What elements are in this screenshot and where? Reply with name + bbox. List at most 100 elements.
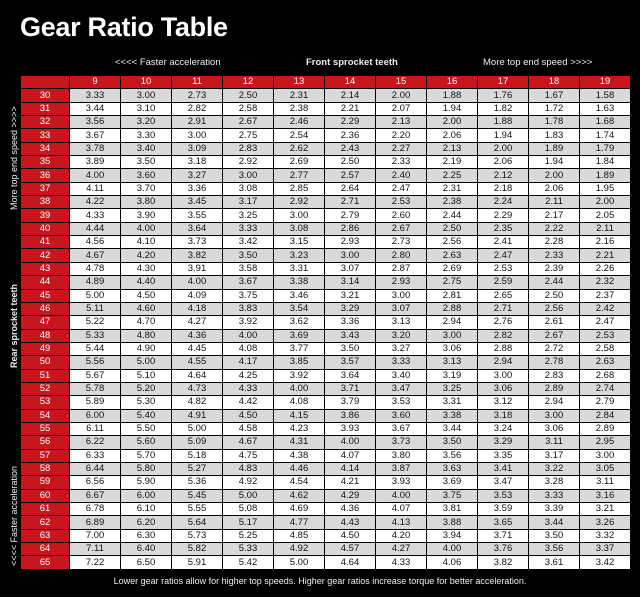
ratio-cell: 4.69	[274, 503, 324, 516]
ratio-cell: 3.67	[70, 129, 120, 142]
ratio-cell: 4.33	[376, 556, 426, 569]
ratio-cell: 5.09	[172, 436, 222, 449]
ratio-cell: 3.19	[427, 369, 477, 382]
ratio-cell: 2.94	[427, 316, 477, 329]
ratio-cell: 2.18	[478, 182, 528, 196]
ratio-cell: 3.67	[376, 422, 426, 436]
ratio-cell: 3.44	[70, 102, 120, 116]
ratio-cell: 3.39	[529, 503, 579, 516]
ratio-cell: 2.83	[223, 142, 273, 156]
ratio-cell: 1.89	[529, 142, 579, 156]
ratio-cell: 3.61	[529, 556, 579, 569]
ratio-cell: 5.11	[70, 302, 120, 316]
ratio-cell: 3.75	[427, 489, 477, 502]
table-row: 48 5.33 4.80 4.36 4.00 3.69 3.43 3.20 3.00 2.82 2.…	[21, 329, 630, 342]
ratio-cell: 3.83	[223, 302, 273, 316]
ratio-cell: 4.50	[325, 529, 375, 543]
ratio-cell: 3.73	[376, 436, 426, 449]
ratio-cell: 3.90	[121, 209, 171, 222]
ratio-cell: 4.83	[223, 462, 273, 476]
ratio-cell: 3.50	[223, 249, 273, 262]
ratio-cell: 2.56	[529, 302, 579, 316]
ratio-cell: 5.70	[121, 449, 171, 462]
table-row: 45 5.00 4.50 4.09 3.75 3.46 3.21 3.00 2.81 2.65 2.…	[21, 289, 630, 302]
page-title: Gear Ratio Table	[20, 12, 228, 42]
table-row: 39 4.33 3.90 3.55 3.25 3.00 2.79 2.60 2.44 2.29 2.…	[21, 209, 630, 222]
ratio-cell: 3.13	[376, 316, 426, 329]
ratio-cell: 2.76	[478, 316, 528, 329]
ratio-cell: 4.77	[274, 516, 324, 529]
ratio-cell: 2.16	[580, 236, 630, 249]
ratio-cell: 4.08	[223, 342, 273, 356]
ratio-cell: 3.77	[274, 342, 324, 356]
ratio-cell: 2.24	[478, 196, 528, 209]
ratio-cell: 3.69	[427, 476, 477, 489]
ratio-cell: 3.20	[376, 329, 426, 342]
ratio-cell: 5.91	[172, 556, 222, 569]
ratio-cell: 2.33	[376, 156, 426, 169]
ratio-cell: 2.92	[274, 196, 324, 209]
ratio-cell: 5.10	[121, 369, 171, 382]
ratio-cell: 3.37	[580, 543, 630, 556]
ratio-cell: 3.44	[529, 516, 579, 529]
ratio-cell: 7.22	[70, 556, 120, 569]
ratio-cell: 4.92	[223, 476, 273, 489]
table-row: 61 6.78 6.10 5.55 5.08 4.69 4.36 4.07 3.81 3.59 3.…	[21, 503, 630, 516]
ratio-cell: 3.26	[580, 516, 630, 529]
ratio-cell: 3.87	[376, 462, 426, 476]
ratio-cell: 4.54	[274, 476, 324, 489]
ratio-cell: 4.20	[376, 529, 426, 543]
table-row: 37 4.11 3.70 3.36 3.08 2.85 2.64 2.47 2.31 2.18 2.…	[21, 182, 630, 196]
ratio-cell: 4.00	[70, 169, 120, 182]
ratio-cell: 2.40	[376, 169, 426, 182]
rear-teeth-header: 63	[21, 529, 69, 543]
front-teeth-header: 17	[478, 76, 528, 89]
ratio-cell: 2.38	[274, 102, 324, 116]
ratio-cell: 3.40	[121, 142, 171, 156]
rear-teeth-header: 65	[21, 556, 69, 569]
ratio-cell: 5.27	[172, 462, 222, 476]
ratio-cell: 1.94	[478, 129, 528, 142]
table-row: 44 4.89 4.40 4.00 3.67 3.38 3.14 2.93 2.75 2.59 2.…	[21, 276, 630, 289]
ratio-cell: 4.25	[223, 369, 273, 382]
ratio-cell: 2.80	[376, 249, 426, 262]
ratio-cell: 6.30	[121, 529, 171, 543]
ratio-cell: 3.76	[478, 543, 528, 556]
ratio-cell: 6.00	[70, 409, 120, 422]
rear-teeth-header: 51	[21, 369, 69, 382]
ratio-cell: 3.85	[274, 356, 324, 369]
footer-note: Lower gear ratios allow for higher top s…	[113, 576, 527, 586]
ratio-cell: 3.18	[478, 409, 528, 422]
ratio-cell: 3.81	[427, 503, 477, 516]
ratio-cell: 3.21	[580, 503, 630, 516]
ratio-cell: 4.31	[274, 436, 324, 449]
ratio-cell: 5.55	[172, 503, 222, 516]
ratio-cell: 5.60	[121, 436, 171, 449]
ratio-cell: 2.46	[274, 116, 324, 129]
ratio-cell: 2.47	[478, 249, 528, 262]
table-row: 31 3.44 3.10 2.82 2.58 2.38 2.21 2.07 1.94 1.82 1.…	[21, 102, 630, 116]
ratio-cell: 5.33	[223, 543, 273, 556]
ratio-cell: 3.10	[121, 102, 171, 116]
table-row: 36 4.00 3.60 3.27 3.00 2.77 2.57 2.40 2.25 2.12 2.…	[21, 169, 630, 182]
table-row: 34 3.78 3.40 3.09 2.83 2.62 2.43 2.27 2.13 2.00 1.…	[21, 142, 630, 156]
ratio-cell: 2.28	[529, 236, 579, 249]
ratio-cell: 3.80	[121, 196, 171, 209]
ratio-cell: 3.11	[529, 436, 579, 449]
ratio-cell: 4.80	[121, 329, 171, 342]
rear-teeth-header: 49	[21, 342, 69, 356]
ratio-cell: 3.73	[172, 236, 222, 249]
rear-teeth-header: 38	[21, 196, 69, 209]
ratio-cell: 2.62	[274, 142, 324, 156]
ratio-cell: 3.45	[172, 196, 222, 209]
rear-teeth-header: 40	[21, 222, 69, 236]
ratio-cell: 4.60	[121, 302, 171, 316]
ratio-cell: 2.88	[478, 342, 528, 356]
rear-teeth-header: 62	[21, 516, 69, 529]
ratio-cell: 4.13	[376, 516, 426, 529]
ratio-cell: 2.81	[427, 289, 477, 302]
ratio-cell: 2.85	[274, 182, 324, 196]
ratio-cell: 4.27	[172, 316, 222, 329]
ratio-cell: 2.63	[580, 356, 630, 369]
table-row: 30 3.33 3.00 2.73 2.50 2.31 2.14 2.00 1.88 1.76 1.…	[21, 89, 630, 102]
